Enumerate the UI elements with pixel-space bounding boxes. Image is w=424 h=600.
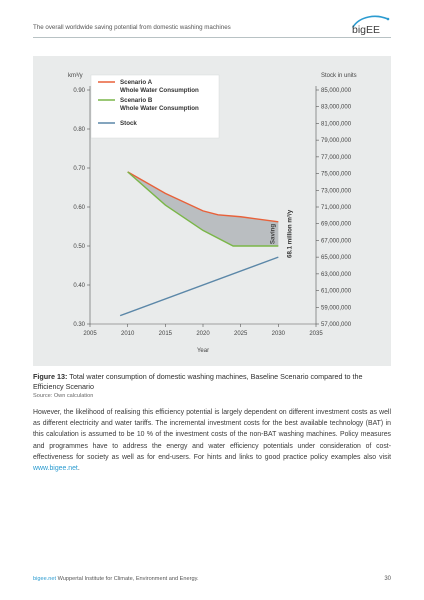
bigee-logo: bigEE	[352, 15, 390, 36]
x-tick-label: 2010	[121, 331, 135, 337]
left-tick-label: 0.60	[73, 205, 85, 211]
figure-caption-text: Total water consumption of domestic wash…	[33, 372, 363, 391]
x-tick-label: 2015	[159, 331, 173, 337]
left-tick-label: 0.30	[73, 322, 85, 328]
legend-entry-0: Whole Water Consumption	[120, 87, 199, 94]
x-tick-label: 2025	[234, 331, 248, 337]
x-tick-label: 2005	[83, 331, 97, 337]
right-tick-label: 83,000,000	[321, 105, 352, 111]
right-tick-label: 75,000,000	[321, 172, 352, 178]
right-axis-label: Stock in units	[321, 73, 357, 79]
footer: bigee.net Wuppertal Institute for Climat…	[33, 576, 199, 582]
figure-source: Source: Own calculation	[33, 393, 94, 399]
x-tick-label: 2030	[272, 331, 286, 337]
left-tick-label: 0.50	[73, 244, 85, 250]
right-tick-label: 61,000,000	[321, 289, 352, 295]
series-line-1	[127, 171, 279, 247]
figure-caption: Figure 13: Total water consumption of do…	[33, 372, 391, 392]
footer-site-link[interactable]: bigee.net	[33, 576, 57, 582]
left-tick-label: 0.90	[73, 88, 85, 94]
left-tick-label: 0.40	[73, 283, 85, 289]
saving-value-label: 68.1 million m³/y	[286, 209, 293, 258]
footer-org: Wuppertal Institute for Climate, Environ…	[56, 576, 199, 582]
bigee-link[interactable]: www.bigee.net	[33, 465, 78, 473]
body-text-end: .	[77, 465, 80, 473]
saving-area	[127, 171, 279, 246]
series-line-2	[119, 256, 279, 317]
page-number: 30	[384, 576, 391, 582]
body-text: However, the likelihood of realising thi…	[33, 409, 391, 461]
series-line-0	[127, 171, 279, 223]
legend-entry-0: Scenario A	[120, 79, 153, 86]
legend-entry-1: Whole Water Consumption	[120, 105, 199, 112]
body-paragraph: However, the likelihood of realising thi…	[33, 407, 391, 474]
left-axis-label: km³/y	[68, 73, 83, 79]
x-axis-label: Year	[197, 348, 209, 354]
x-tick-label: 2020	[196, 331, 210, 337]
right-tick-label: 73,000,000	[321, 188, 352, 194]
water-consumption-chart: 2005 2010 2015 2020 2025 2030 2035 0.30 0.40 0.50…	[68, 73, 357, 354]
right-tick-label: 69,000,000	[321, 222, 352, 228]
figure-label: Figure 13:	[33, 372, 68, 381]
right-tick-label: 67,000,000	[321, 238, 352, 244]
right-tick-label: 85,000,000	[321, 88, 352, 94]
legend-entry-2: Stock	[120, 120, 137, 127]
right-tick-label: 71,000,000	[321, 205, 352, 211]
right-tick-label: 59,000,000	[321, 305, 352, 311]
right-tick-label: 79,000,000	[321, 138, 352, 144]
header-title: The overall worldwide saving potential f…	[33, 24, 231, 31]
right-tick-label: 77,000,000	[321, 155, 352, 161]
left-tick-label: 0.70	[73, 166, 85, 172]
chart-container: 2005 2010 2015 2020 2025 2030 2035 0.30 0.40 0.50…	[33, 56, 391, 366]
right-tick-label: 63,000,000	[321, 272, 352, 278]
x-tick-label: 2035	[309, 331, 323, 337]
logo-text: bigEE	[352, 24, 380, 36]
right-tick-label: 57,000,000	[321, 322, 352, 328]
left-tick-label: 0.80	[73, 127, 85, 133]
legend-box	[90, 74, 220, 139]
right-tick-label: 65,000,000	[321, 255, 352, 261]
legend-entry-1: Scenario B	[120, 97, 153, 104]
right-tick-label: 81,000,000	[321, 121, 352, 127]
saving-label: Saving	[269, 224, 276, 245]
header-rule	[33, 37, 391, 38]
